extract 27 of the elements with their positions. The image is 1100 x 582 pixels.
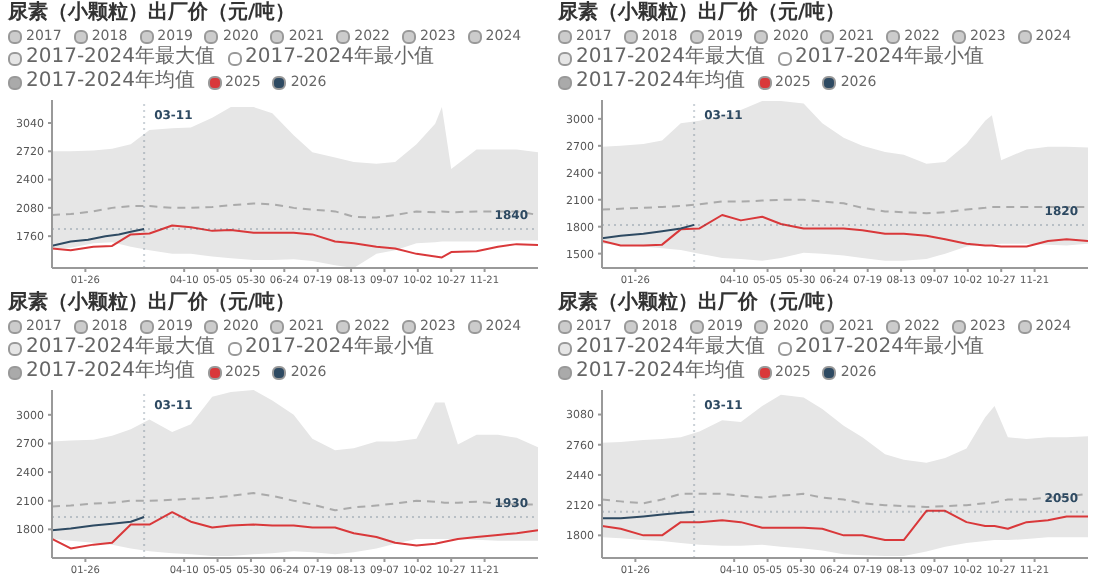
line-series <box>52 224 538 259</box>
line-series <box>602 198 1088 215</box>
line-series <box>52 515 146 532</box>
legend-label: 2017-2024年最小值 <box>795 336 985 360</box>
legend-label: 2017-2024年最小值 <box>245 46 435 70</box>
chart-title: 尿素（小颗粒）出厂价（元/吨） <box>6 290 298 318</box>
series-label: 2017-2024年最大值 <box>576 46 766 70</box>
chart-title: 尿素（小颗粒）出厂价（元/吨） <box>6 0 298 28</box>
line-series <box>52 202 538 219</box>
line-series <box>52 511 538 550</box>
line-series <box>52 228 146 247</box>
legend-label: 2017-2024年均值 <box>576 70 746 94</box>
line-series <box>52 492 538 512</box>
text: 2017-2024年最大值 <box>26 46 216 70</box>
legend-label: 2017-2024年最小值 <box>245 336 435 360</box>
line-series <box>602 492 1088 509</box>
chart-title: 尿素（小颗粒）出厂价（元/吨） <box>556 290 848 318</box>
chart-title: 尿素（小颗粒）出厂价（元/吨） <box>556 0 848 28</box>
legend-label: 2017-2024年均值 <box>576 360 746 384</box>
legend-label: 2017-2024年最小值 <box>795 46 985 70</box>
series-label: 2017-2024年最大值 <box>26 336 216 360</box>
legend-label: 2017-2024年均值 <box>26 70 196 94</box>
line-series <box>602 213 1088 248</box>
line-series <box>602 223 696 240</box>
text: 2017-2024年最大值 <box>576 336 766 360</box>
legend-label: 2017-2024年均值 <box>26 360 196 384</box>
line-series <box>602 509 1088 542</box>
